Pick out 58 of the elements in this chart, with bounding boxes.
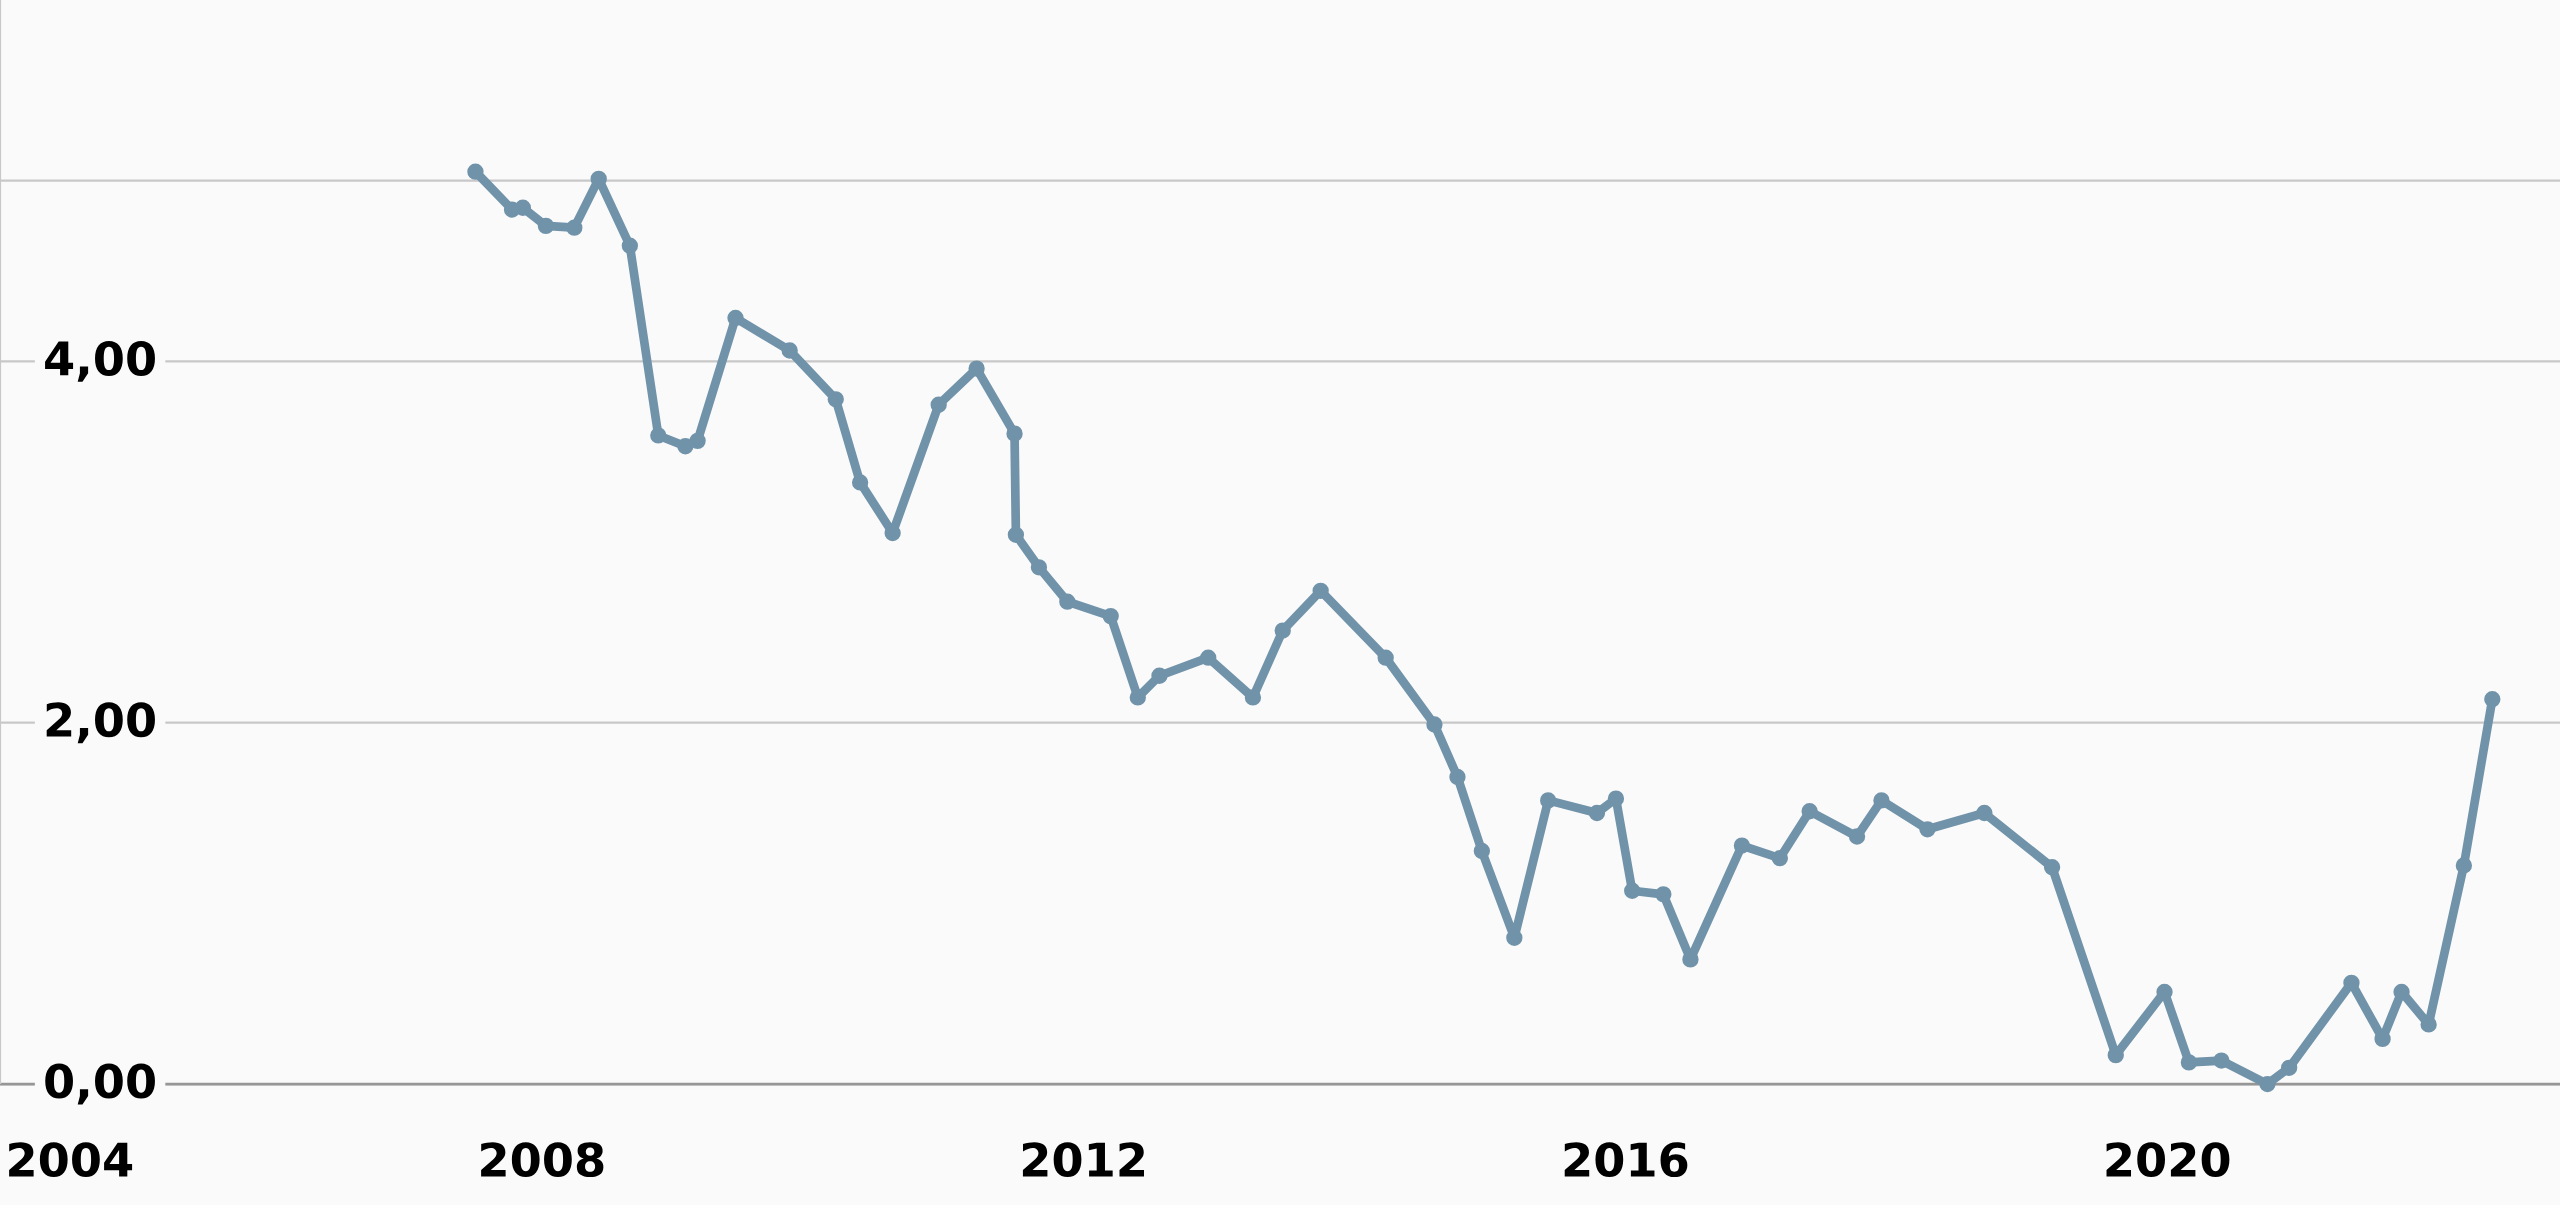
point: [503, 201, 521, 218]
point: [1244, 689, 1262, 706]
point: [514, 199, 532, 217]
point: [650, 427, 667, 444]
x-tick-label: 2004: [9, 1142, 133, 1178]
point: [1151, 667, 1168, 684]
point: [1449, 768, 1466, 786]
y-tick-label: 2,00: [46, 702, 155, 744]
point: [1873, 792, 1890, 809]
point: [537, 217, 555, 235]
point: [1540, 792, 1557, 809]
x-tick-label: 2008: [481, 1142, 604, 1178]
point: [2043, 859, 2061, 876]
point: [1312, 582, 1329, 600]
point: [851, 474, 869, 491]
point: [1976, 804, 1993, 822]
point: [621, 237, 639, 254]
point: [1377, 649, 1394, 666]
x-tick-label: 2012: [1022, 1142, 1144, 1178]
point: [781, 342, 798, 359]
point: [1007, 526, 1025, 544]
point: [1006, 425, 1023, 442]
point: [930, 396, 947, 413]
point: [2455, 857, 2473, 874]
point: [827, 391, 844, 408]
x-tick-label: 2020: [2106, 1142, 2230, 1178]
point: [1426, 716, 1443, 733]
point: [467, 163, 484, 180]
point: [1200, 649, 1217, 666]
point: [2484, 691, 2501, 708]
point: [2213, 1052, 2230, 1069]
y-tick-label: 4,00: [45, 340, 155, 382]
point: [2259, 1075, 2276, 1093]
point: [2280, 1059, 2298, 1077]
point: [1274, 622, 1291, 639]
point: [566, 219, 583, 236]
point: [968, 360, 985, 377]
point: [1607, 790, 1625, 807]
point: [727, 309, 744, 327]
point: [1624, 882, 1641, 899]
point: [1030, 559, 1048, 576]
point: [1655, 886, 1672, 903]
y-tick-label: 0,00: [45, 1063, 155, 1105]
point: [1059, 593, 1076, 610]
point: [1919, 821, 1936, 838]
point: [2107, 1047, 2124, 1064]
point: [1473, 842, 1491, 860]
point: [689, 432, 706, 450]
point: [677, 438, 694, 455]
point: [1733, 837, 1751, 854]
point: [1801, 803, 1818, 820]
point: [1102, 608, 1119, 625]
point: [2420, 1016, 2437, 1033]
point: [1848, 828, 1866, 845]
point: [1771, 850, 1788, 867]
point: [2180, 1054, 2198, 1071]
x-tick-label: 2016: [1564, 1142, 1688, 1178]
point: [1588, 804, 1606, 822]
